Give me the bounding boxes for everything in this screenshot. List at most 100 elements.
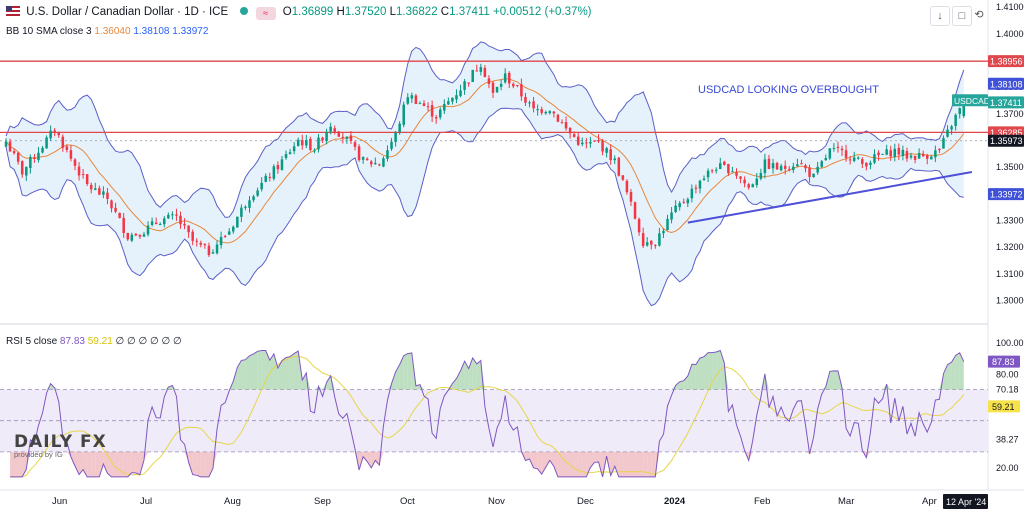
candle-body	[142, 234, 146, 237]
candle-body	[779, 165, 783, 171]
candle-body	[207, 245, 211, 256]
candle-body	[572, 134, 576, 138]
rsi-oversold-fill	[10, 451, 15, 477]
candle-body	[938, 148, 941, 151]
rsi-oversold-fill	[26, 451, 31, 470]
time-tick-label: Aug	[224, 496, 241, 507]
candle-body	[771, 163, 775, 169]
candle-body	[73, 159, 77, 166]
price-label-box	[988, 77, 1024, 90]
candle-body	[434, 117, 438, 119]
candle-body	[443, 103, 446, 111]
rsi-overbought-fill	[277, 360, 282, 390]
rsi-overbought-fill	[407, 352, 412, 390]
candle-body	[126, 233, 130, 240]
candle-body	[686, 199, 690, 204]
candle-body	[828, 148, 832, 159]
rsi-oversold-fill	[578, 451, 583, 477]
candle-body	[150, 221, 154, 225]
rsi-overbought-fill	[476, 360, 481, 390]
candle-body	[378, 164, 381, 166]
rsi-line	[10, 349, 965, 478]
candle-body	[272, 166, 276, 179]
rsi-overbought-fill	[695, 358, 700, 390]
bb-upper-value: 1.38108	[133, 26, 170, 37]
wave-icon[interactable]: ≈	[255, 7, 276, 20]
restore-icon[interactable]: ⟲	[974, 9, 984, 21]
candle-body	[601, 140, 604, 152]
candle-body	[597, 139, 600, 142]
rsi-oversold-fill	[127, 451, 132, 477]
candle-body	[313, 150, 316, 152]
rsi-oversold-fill	[70, 451, 75, 466]
candle-body	[540, 109, 543, 113]
candle-body	[467, 82, 470, 84]
candle-body	[694, 187, 698, 189]
candle-body	[29, 156, 32, 168]
rsi-overbought-fill	[939, 373, 944, 390]
candle-body	[917, 153, 921, 159]
candle-body	[292, 146, 296, 152]
candle-body	[422, 103, 426, 107]
candle-body	[560, 122, 564, 124]
candle-body	[402, 104, 405, 125]
rsi-oversold-fill	[643, 451, 648, 477]
candle-body	[102, 191, 105, 195]
price-tick-label: 1.35000	[996, 162, 1024, 172]
rsi-oversold-fill	[566, 451, 571, 477]
bollinger-basis-line	[5, 78, 965, 244]
candle-body	[962, 102, 966, 117]
candle-body	[130, 234, 134, 241]
rsi-overbought-fill	[675, 381, 680, 390]
rsi-overbought-fill	[833, 370, 838, 390]
candle-body	[576, 136, 580, 145]
candle-body	[41, 147, 44, 153]
rsi-overbought-fill	[253, 351, 258, 390]
candle-body	[394, 132, 397, 142]
candle-body	[25, 166, 28, 176]
rsi-oversold-fill	[123, 451, 128, 477]
candle-body	[507, 72, 511, 84]
rsi-oversold-fill	[805, 451, 810, 454]
down-arrow-icon[interactable]: ↓	[930, 6, 950, 26]
candle-body	[714, 169, 718, 171]
candle-body	[946, 129, 949, 137]
candle-body	[94, 188, 97, 191]
rsi-overbought-fill	[452, 378, 457, 390]
candle-body	[544, 111, 548, 114]
rsi-oversold-fill	[594, 451, 599, 463]
candle-body	[824, 158, 828, 161]
candle-body	[333, 128, 336, 132]
price-label-text: 1.35973	[990, 136, 1023, 146]
rsi-overbought-fill	[168, 385, 173, 390]
candle-body	[645, 242, 649, 246]
rsi-extra-values: ∅ ∅ ∅ ∅ ∅ ∅	[115, 336, 182, 347]
date-tag-text: 12 Apr '24	[946, 497, 986, 507]
ohlc-values: O1.36899 H1.37520 L1.36822 C1.37411 +0.0…	[282, 6, 592, 18]
price-label-text: 1.36285	[990, 128, 1023, 138]
rsi-overbought-fill	[302, 372, 307, 390]
candle-body	[305, 140, 308, 146]
candle-body	[288, 152, 292, 154]
rsi-overbought-fill	[712, 352, 717, 390]
rsi-overbought-fill	[468, 357, 473, 390]
rsi-oversold-fill	[630, 451, 636, 477]
candle-body	[727, 163, 730, 174]
rsi-oversold-fill	[95, 451, 100, 477]
candle-body	[877, 152, 880, 156]
candle-body	[690, 188, 694, 199]
candle-body	[800, 163, 803, 165]
candle-body	[816, 166, 819, 173]
candle-body	[61, 136, 65, 148]
rsi-overbought-fill	[281, 357, 287, 390]
candle-body	[398, 123, 401, 133]
rsi-overbought-fill	[249, 353, 254, 390]
rsi-overbought-fill	[460, 361, 465, 390]
rsi-value-box-text: 59.21	[992, 402, 1015, 412]
maximize-icon[interactable]: □	[952, 6, 972, 26]
candle-body	[629, 192, 633, 202]
candle-body	[861, 159, 864, 164]
candle-body	[792, 166, 795, 171]
symbol-title[interactable]: U.S. Dollar / Canadian Dollar · 1D · ICE	[26, 6, 229, 18]
candle-body	[199, 242, 203, 245]
